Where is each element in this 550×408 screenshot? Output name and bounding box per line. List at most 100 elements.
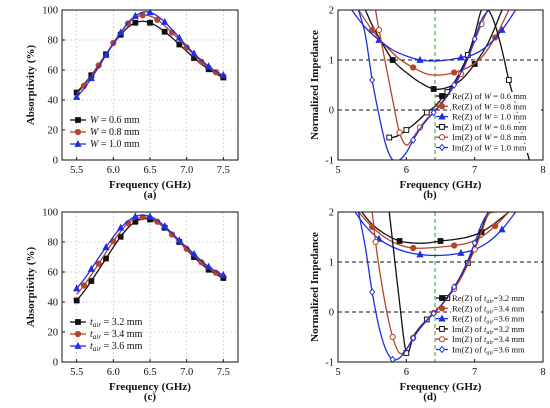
x-tick-label: 7.0 [180, 165, 193, 176]
data-point [154, 16, 161, 23]
legend-bg [451, 143, 541, 153]
legend-bg [451, 345, 541, 355]
x-tick-label: 6.0 [107, 165, 120, 176]
data-point [457, 248, 465, 256]
y-tick-label: 80 [48, 36, 59, 47]
plot-frame [337, 211, 544, 363]
legend-marker [439, 124, 445, 130]
series-line [357, 212, 489, 361]
y-tick-label: 40 [48, 298, 59, 309]
data-point [117, 28, 125, 36]
x-tick-label: 6.0 [107, 367, 120, 378]
data-point [219, 270, 227, 278]
panel-caption: (d) [423, 391, 437, 403]
legend-label: tair = 3.6 mm [90, 341, 143, 353]
legend-bg [451, 102, 541, 112]
data-point [73, 297, 80, 304]
data-point [103, 255, 109, 262]
x-tick-label: 7.5 [217, 165, 230, 176]
y-tick-label: 1 [329, 56, 334, 67]
y-axis-label: Normalized Impedance [309, 232, 321, 342]
y-tick-label: 2 [329, 6, 334, 17]
y-tick-label: 0 [329, 308, 334, 319]
y-tick-label: 100 [42, 6, 58, 17]
series-line [358, 212, 510, 249]
data-point [369, 26, 376, 34]
legend-label: W = 0.6 mm [90, 115, 140, 126]
data-point [147, 19, 153, 26]
x-tick-label: 8 [540, 367, 545, 378]
plot-frame [61, 211, 239, 363]
data-point [430, 309, 437, 318]
data-point [430, 86, 437, 92]
data-point [131, 11, 139, 19]
y-tick-label: -1 [325, 156, 334, 167]
legend-label: Re(Z) of W = 0.6 mm [452, 91, 527, 101]
data-point [168, 231, 176, 238]
x-tick-label: 7.5 [217, 367, 230, 378]
legend-label: Im(Z) of tair=3.2 mm [452, 324, 525, 336]
data-point [410, 136, 417, 144]
data-point [73, 92, 81, 100]
legend-label: Im(Z) of W = 1.0 mm [452, 143, 527, 153]
data-point [410, 244, 417, 252]
panel-caption: (a) [144, 189, 157, 201]
legend-marker [75, 117, 81, 123]
y-axis-label: Absorptivity (%) [25, 44, 37, 125]
data-point [146, 212, 154, 220]
data-point [437, 238, 444, 244]
data-point [88, 278, 95, 284]
panel-b: 5 6 7 8 -1 0 1 2 Frequency (GHz) Normalized Imped… [309, 6, 546, 202]
panel-caption: (c) [144, 391, 157, 403]
legend-label: W = 1.0 mm [90, 139, 140, 150]
legend: W = 0.6 mmW = 0.8 mmW = 1.0 mm [70, 115, 140, 150]
legend-marker [438, 134, 446, 141]
legend-marker [439, 93, 445, 99]
data-point [416, 55, 424, 63]
x-tick-label: 7.0 [180, 367, 193, 378]
legend-label: Re(Z) of W = 0.8 mm [452, 101, 527, 111]
legend-label: Re(Z) of W = 1.0 mm [452, 112, 527, 122]
y-tick-label: 60 [48, 66, 59, 77]
y-tick-label: 0 [329, 106, 334, 117]
legend-bg [451, 133, 541, 143]
data-point [389, 333, 396, 341]
data-point [498, 25, 506, 33]
data-point [132, 19, 139, 26]
y-tick-label: 0 [53, 358, 58, 369]
data-point [375, 26, 383, 34]
plot-frame [61, 9, 239, 161]
legend-bg [451, 112, 541, 123]
y-axis-label: Absorptivity (%) [25, 246, 37, 327]
legend-marker [438, 112, 446, 120]
x-tick-label: 5 [335, 165, 340, 176]
data-point [161, 222, 169, 230]
data-point [386, 134, 393, 141]
data-point [410, 64, 417, 71]
legend-marker [438, 345, 446, 354]
series-line [389, 10, 530, 160]
legend-label: W = 0.8 mm [90, 127, 140, 138]
x-tick-label: 7 [472, 165, 477, 176]
x-tick-label: 7 [472, 367, 477, 378]
data-point [416, 250, 424, 258]
legend-marker [438, 336, 446, 343]
data-point [161, 17, 169, 25]
data-point [205, 62, 213, 70]
data-point [451, 242, 458, 249]
x-tick-label: 5.5 [70, 367, 83, 378]
y-tick-label: 80 [48, 238, 59, 249]
data-point [80, 282, 88, 289]
legend-label: Im(Z) of tair=3.6 mm [452, 345, 525, 357]
data-point [102, 50, 110, 58]
data-point [498, 225, 506, 233]
data-point [492, 222, 499, 230]
x-tick-label: 6.5 [143, 165, 156, 176]
series-line [357, 10, 489, 160]
data-point [410, 334, 417, 342]
data-point [175, 236, 183, 244]
data-point [457, 53, 465, 61]
data-point [451, 283, 458, 291]
